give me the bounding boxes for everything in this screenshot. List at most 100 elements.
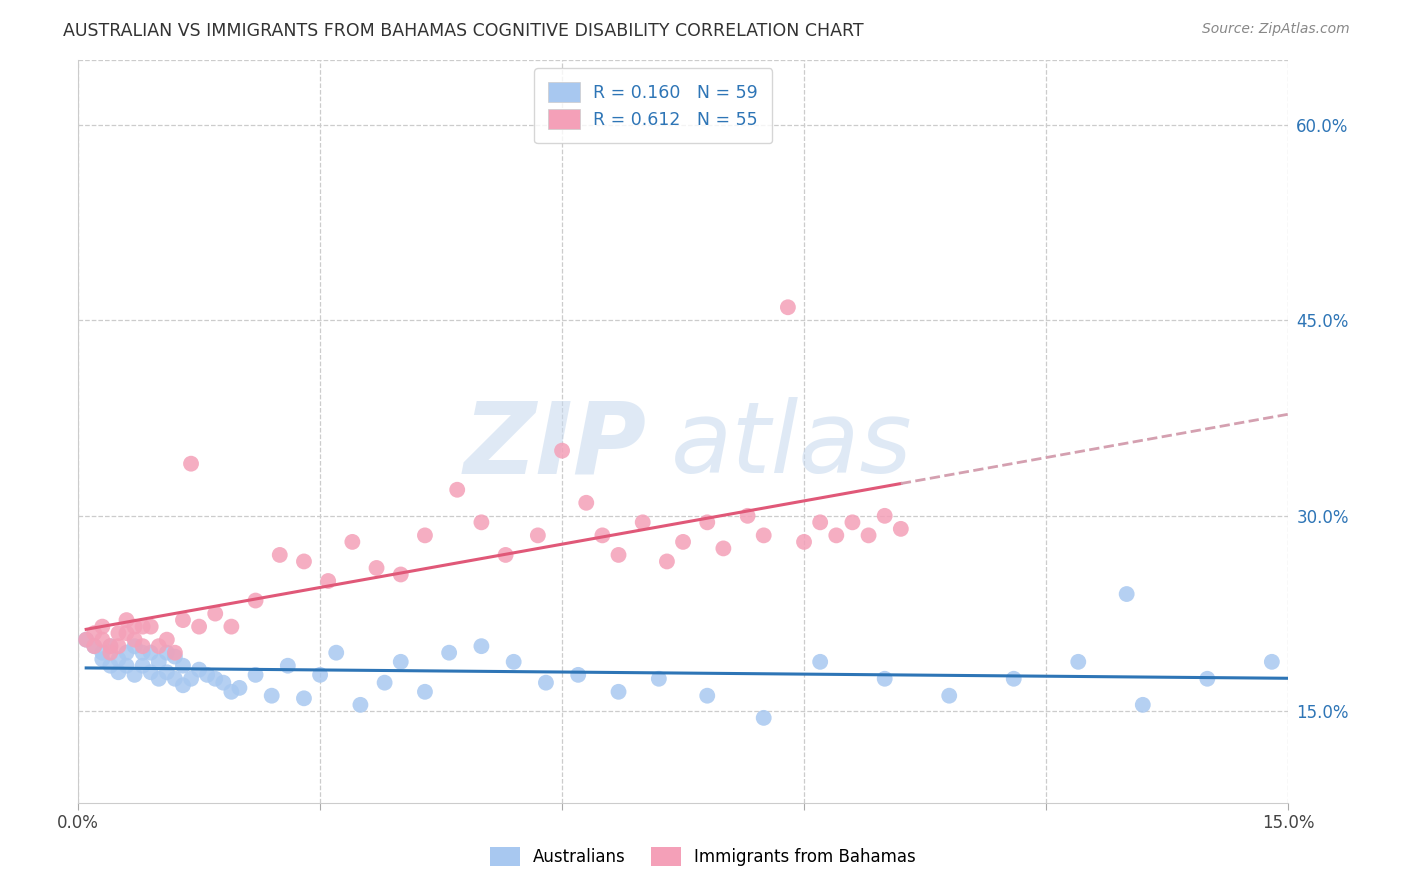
Point: [938, 689, 960, 703]
Point: [156, 632, 179, 647]
Point: [873, 672, 896, 686]
Point: [534, 675, 557, 690]
Point: [437, 646, 460, 660]
Point: [776, 300, 799, 314]
Point: [269, 548, 291, 562]
Point: [1115, 587, 1137, 601]
Point: [502, 655, 524, 669]
Point: [107, 652, 129, 666]
Point: [139, 619, 162, 633]
Point: [1067, 655, 1090, 669]
Point: [752, 711, 775, 725]
Point: [131, 619, 153, 633]
Point: [446, 483, 468, 497]
Point: [696, 689, 718, 703]
Point: [156, 646, 179, 660]
Point: [672, 535, 695, 549]
Point: [366, 561, 388, 575]
Point: [107, 639, 129, 653]
Point: [115, 646, 138, 660]
Point: [737, 508, 759, 523]
Point: [389, 655, 412, 669]
Point: [292, 691, 315, 706]
Point: [221, 685, 243, 699]
Point: [107, 626, 129, 640]
Point: [567, 668, 589, 682]
Point: [309, 668, 332, 682]
Point: [873, 508, 896, 523]
Point: [100, 658, 122, 673]
Point: [124, 632, 146, 647]
Point: [316, 574, 339, 588]
Point: [131, 646, 153, 660]
Point: [163, 672, 186, 686]
Point: [124, 619, 146, 633]
Point: [91, 646, 114, 660]
Point: [115, 613, 138, 627]
Point: [107, 665, 129, 680]
Point: [204, 672, 226, 686]
Point: [495, 548, 517, 562]
Point: [115, 626, 138, 640]
Point: [148, 672, 170, 686]
Point: [124, 668, 146, 682]
Point: [470, 516, 492, 530]
Point: [83, 626, 105, 640]
Point: [180, 457, 202, 471]
Point: [131, 639, 153, 653]
Point: [389, 567, 412, 582]
Text: Source: ZipAtlas.com: Source: ZipAtlas.com: [1202, 22, 1350, 37]
Point: [696, 516, 718, 530]
Point: [172, 658, 194, 673]
Point: [204, 607, 226, 621]
Legend: Australians, Immigrants from Bahamas: Australians, Immigrants from Bahamas: [482, 838, 924, 875]
Point: [841, 516, 863, 530]
Point: [591, 528, 613, 542]
Point: [91, 619, 114, 633]
Point: [163, 649, 186, 664]
Point: [890, 522, 912, 536]
Legend: R = 0.160   N = 59, R = 0.612   N = 55: R = 0.160 N = 59, R = 0.612 N = 55: [534, 69, 772, 143]
Point: [124, 639, 146, 653]
Point: [180, 672, 202, 686]
Point: [172, 613, 194, 627]
Point: [100, 639, 122, 653]
Point: [648, 672, 671, 686]
Point: [413, 528, 436, 542]
Point: [91, 632, 114, 647]
Point: [139, 665, 162, 680]
Point: [655, 554, 678, 568]
Point: [1002, 672, 1025, 686]
Point: [100, 646, 122, 660]
Point: [607, 685, 630, 699]
Point: [752, 528, 775, 542]
Point: [139, 646, 162, 660]
Point: [342, 535, 364, 549]
Point: [858, 528, 880, 542]
Point: [793, 535, 815, 549]
Point: [148, 655, 170, 669]
Point: [413, 685, 436, 699]
Point: [1197, 672, 1219, 686]
Text: ZIP: ZIP: [464, 398, 647, 494]
Point: [325, 646, 347, 660]
Text: atlas: atlas: [671, 398, 912, 494]
Point: [131, 658, 153, 673]
Point: [551, 443, 574, 458]
Point: [245, 668, 267, 682]
Point: [470, 639, 492, 653]
Point: [172, 678, 194, 692]
Point: [195, 668, 218, 682]
Point: [83, 639, 105, 653]
Point: [527, 528, 550, 542]
Point: [163, 646, 186, 660]
Point: [1261, 655, 1284, 669]
Point: [91, 652, 114, 666]
Point: [631, 516, 654, 530]
Point: [188, 619, 211, 633]
Point: [808, 655, 831, 669]
Point: [212, 675, 235, 690]
Point: [808, 516, 831, 530]
Point: [1132, 698, 1154, 712]
Point: [188, 663, 211, 677]
